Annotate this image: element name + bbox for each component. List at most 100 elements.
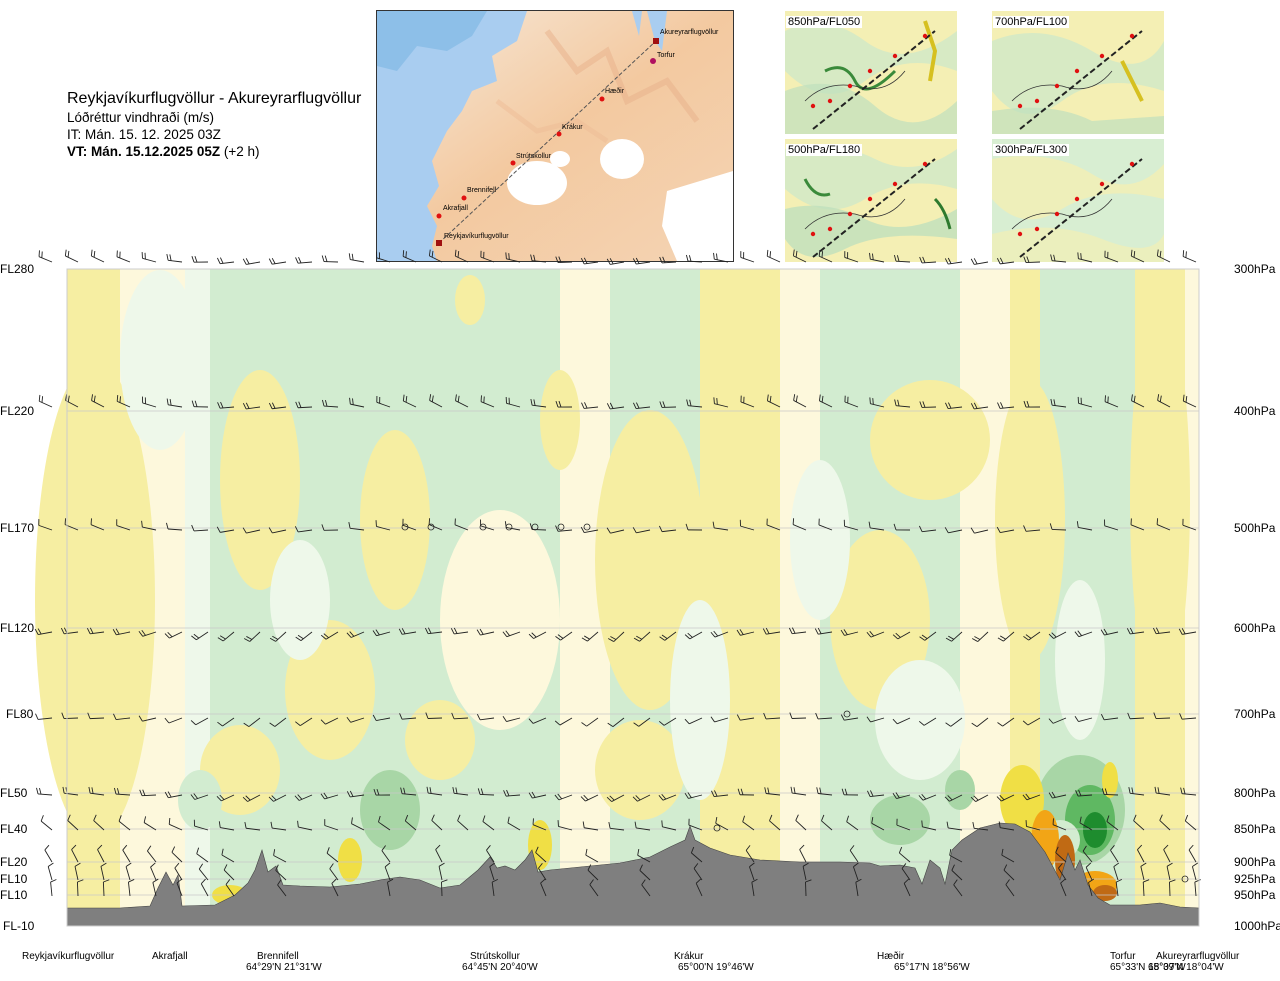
wind-barb bbox=[1022, 717, 1041, 726]
location-reykjavik: Reykjavíkurflugvöllur bbox=[22, 951, 114, 962]
wind-barb bbox=[164, 717, 183, 724]
wind-barb bbox=[710, 630, 729, 638]
wind-barb bbox=[221, 848, 235, 863]
wind-barb bbox=[242, 527, 261, 534]
wind-barb bbox=[1131, 394, 1145, 408]
wind-barb bbox=[118, 815, 131, 831]
wind-barb bbox=[658, 717, 677, 726]
location-coord: 65°17'N 18°56'W bbox=[894, 962, 970, 973]
wind-barb bbox=[1182, 250, 1197, 263]
pressure-level-label: 850hPa bbox=[1234, 822, 1276, 836]
wind-barb bbox=[1050, 398, 1067, 408]
wind-barb bbox=[996, 526, 1015, 534]
wind-barb bbox=[191, 256, 209, 263]
location-akureyri: Akureyrarflugvöllur 65°39'N 18°04'W bbox=[1148, 951, 1239, 973]
wind-barb bbox=[868, 521, 885, 531]
wind-barb bbox=[710, 716, 729, 723]
thumbnail-850hpa[interactable]: 850hPa/FL050 bbox=[785, 11, 957, 134]
wind-barb bbox=[849, 845, 859, 863]
wind-barb bbox=[589, 879, 599, 897]
wind-barb bbox=[268, 257, 287, 265]
wind-barb bbox=[684, 792, 703, 799]
wind-barb bbox=[585, 848, 599, 863]
wind-barb bbox=[141, 252, 157, 263]
wind-barb bbox=[1163, 844, 1171, 863]
thumbnail-300hpa-label: 300hPa/FL300 bbox=[993, 144, 1070, 156]
wind-barb bbox=[97, 844, 105, 863]
calm-wind-marker bbox=[843, 710, 851, 718]
location-brennifell: Brennifell 64°29'N 21°31'W bbox=[246, 951, 322, 973]
wind-barb bbox=[44, 844, 53, 863]
field-patch bbox=[875, 660, 965, 780]
wind-barb bbox=[480, 395, 495, 408]
wind-barb bbox=[372, 714, 391, 721]
wind-barb bbox=[686, 399, 703, 408]
wind-barb bbox=[530, 254, 547, 263]
field-patch bbox=[360, 770, 420, 850]
field-patch bbox=[1093, 885, 1117, 901]
wind-barb bbox=[713, 397, 729, 408]
wind-barb bbox=[555, 256, 573, 264]
wind-barb bbox=[321, 524, 339, 531]
wind-barb bbox=[88, 786, 105, 796]
thumbnail-700hpa[interactable]: 700hPa/FL100 bbox=[992, 11, 1164, 134]
wind-barb bbox=[634, 821, 651, 831]
wind-barb bbox=[1005, 879, 1015, 897]
pressure-level-label: 900hPa bbox=[1234, 855, 1276, 869]
location-name: Akrafjall bbox=[152, 951, 188, 962]
wind-barb bbox=[196, 847, 209, 863]
wind-barb bbox=[532, 818, 547, 831]
wind-barb bbox=[476, 713, 495, 721]
wind-barb bbox=[528, 631, 547, 639]
field-patch bbox=[595, 720, 685, 820]
wind-barb bbox=[1179, 713, 1197, 720]
location-coord: 65°00'N 19°46'W bbox=[678, 962, 754, 973]
wind-barb bbox=[1157, 394, 1171, 408]
wind-barb bbox=[164, 791, 183, 799]
wind-barb bbox=[482, 815, 495, 831]
wind-barb bbox=[90, 249, 105, 263]
wind-barb bbox=[113, 713, 131, 720]
wind-barb bbox=[555, 525, 573, 532]
wind-barb bbox=[176, 878, 183, 897]
thumbnail-500hpa-map bbox=[785, 139, 957, 262]
flight-level-label: FL10 bbox=[0, 888, 28, 902]
wind-barb bbox=[530, 398, 547, 408]
wind-barb bbox=[869, 397, 885, 408]
wind-barb bbox=[297, 820, 313, 831]
wind-barb bbox=[402, 518, 417, 531]
wind-barb bbox=[1074, 630, 1093, 638]
wind-barb bbox=[243, 717, 261, 727]
wind-barb bbox=[116, 250, 131, 263]
wind-barb bbox=[435, 844, 443, 863]
wind-barb bbox=[404, 814, 417, 831]
pressure-level-label: 1000hPa bbox=[1234, 919, 1280, 933]
wind-barb bbox=[554, 793, 573, 801]
wind-barb bbox=[639, 864, 651, 881]
wind-barb bbox=[840, 629, 859, 636]
wind-barb bbox=[1180, 787, 1197, 796]
wind-barb bbox=[457, 814, 469, 831]
wind-barb bbox=[580, 526, 599, 534]
wind-barb bbox=[116, 395, 131, 408]
wind-barb bbox=[739, 519, 755, 531]
wind-barb bbox=[61, 712, 79, 720]
wind-barb bbox=[164, 631, 183, 639]
wind-barb bbox=[606, 527, 625, 534]
wind-barb bbox=[143, 816, 157, 831]
thumbnail-300hpa[interactable]: 300hPa/FL300 bbox=[992, 139, 1164, 262]
thumbnail-500hpa[interactable]: 500hPa/FL180 bbox=[785, 139, 957, 262]
field-patch bbox=[338, 838, 362, 882]
wind-barb bbox=[294, 526, 313, 533]
wind-barb bbox=[65, 394, 79, 408]
wind-barb bbox=[40, 815, 53, 831]
pressure-level-label: 800hPa bbox=[1234, 786, 1276, 800]
wind-barb bbox=[711, 790, 729, 797]
wind-barb bbox=[324, 819, 339, 831]
wind-barb bbox=[242, 402, 261, 410]
wind-barb bbox=[34, 628, 53, 636]
wind-barb bbox=[529, 523, 547, 531]
wind-barb bbox=[659, 256, 677, 264]
wind-barb bbox=[970, 258, 989, 265]
